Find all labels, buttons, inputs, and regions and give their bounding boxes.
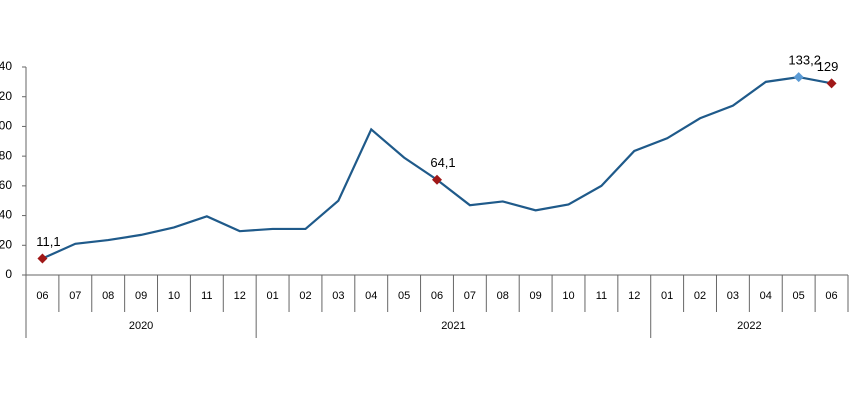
x-group-label: 2021 [441, 320, 465, 332]
x-tick-label: 07 [464, 290, 476, 302]
y-tick-label: 100 [0, 119, 12, 133]
x-tick-label: 09 [530, 290, 542, 302]
x-tick-label: 11 [201, 290, 212, 302]
x-tick-label: 12 [234, 290, 246, 302]
x-tick-label: 08 [102, 290, 114, 302]
y-tick-label: 80 [0, 148, 12, 162]
x-tick-label: 06 [825, 290, 837, 302]
x-tick-label: 05 [793, 290, 805, 302]
x-tick-label: 01 [661, 290, 673, 302]
x-tick-label: 08 [497, 290, 509, 302]
value-label: 129 [817, 59, 839, 74]
marker [432, 174, 442, 185]
x-tick-label: 04 [365, 290, 377, 302]
x-tick-label: 01 [266, 290, 278, 302]
marker [37, 253, 48, 264]
marker [793, 72, 804, 83]
x-tick-label: 10 [562, 290, 574, 302]
y-tick-label: 40 [0, 208, 12, 222]
x-tick-label: 09 [135, 290, 147, 302]
value-label: 11,1 [36, 234, 60, 249]
x-tick-label: 05 [398, 290, 410, 302]
x-tick-label: 12 [628, 290, 640, 302]
y-tick-label: 0 [5, 267, 12, 281]
y-tick-label: 20 [0, 237, 12, 251]
x-tick-label: 02 [299, 290, 311, 302]
x-group-label: 2022 [737, 320, 761, 332]
x-tick-label: 11 [596, 290, 607, 302]
x-tick-label: 04 [760, 290, 772, 302]
value-label: 64,1 [430, 155, 455, 170]
x-tick-label: 03 [332, 290, 344, 302]
y-tick-label: 60 [0, 178, 12, 192]
x-tick-label: 02 [694, 290, 706, 302]
x-tick-label: 06 [431, 290, 443, 302]
y-tick-label: 120 [0, 89, 12, 103]
marker [826, 78, 837, 89]
x-tick-label: 10 [168, 290, 180, 302]
value-label: 133,2 [788, 53, 821, 68]
x-group-label: 2020 [129, 320, 153, 332]
y-tick-label: 140 [0, 59, 12, 73]
x-tick-label: 03 [727, 290, 739, 302]
x-tick-label: 07 [69, 290, 81, 302]
x-tick-label: 06 [36, 290, 48, 302]
